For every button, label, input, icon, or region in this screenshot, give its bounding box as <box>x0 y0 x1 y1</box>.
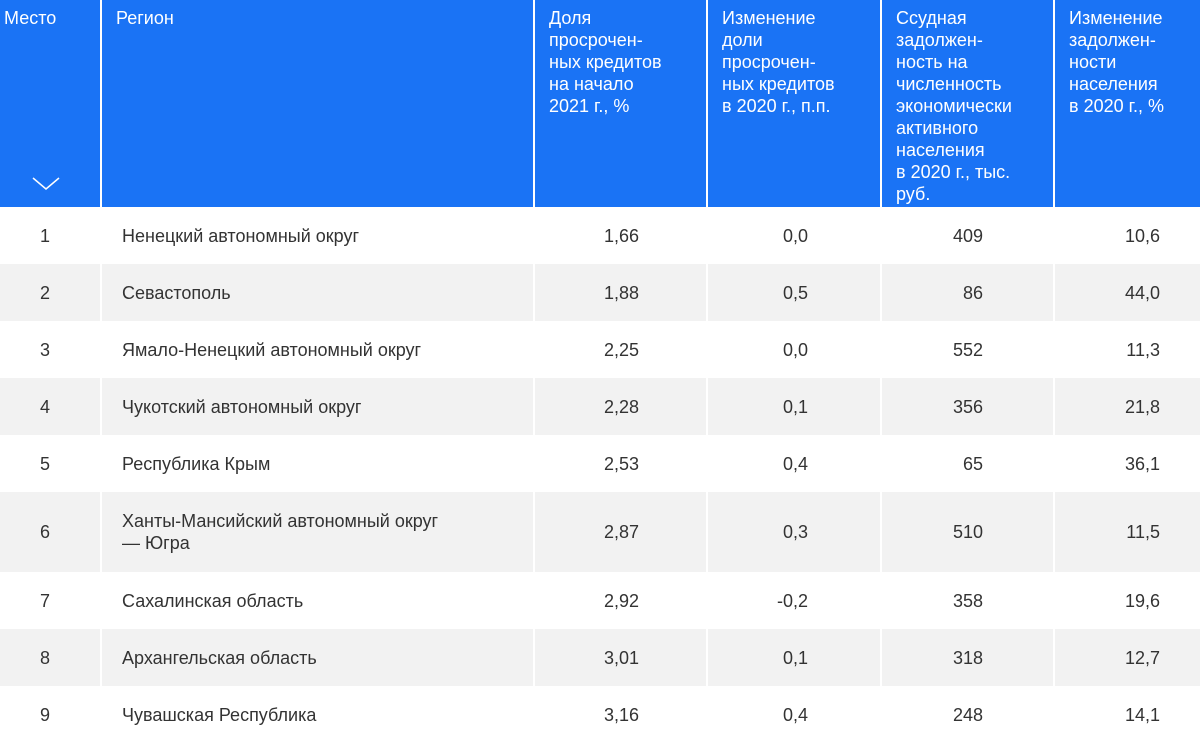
header-overdue-share[interactable]: Доля просрочен-ных кредитов на начало 2021 … <box>534 0 708 207</box>
cell-debt-change: 21,8 <box>1054 378 1200 435</box>
cell-debt-change: 14,1 <box>1124 704 1160 725</box>
header-rank[interactable]: Место <box>0 0 102 207</box>
cell-overdue-change: 0,4 <box>707 686 882 739</box>
header-region[interactable]: Регион <box>101 0 535 207</box>
table-body: 1 Ненецкий автономный округ 1,66 0,0 409 10,6… <box>0 207 1200 739</box>
cell-rank: 3 <box>0 321 102 378</box>
cell-overdue-share: 2,25 <box>534 321 708 378</box>
cell-overdue-change: 0,4 <box>707 435 882 492</box>
cell-rank: 7 <box>0 572 102 629</box>
header-debt-change[interactable]: Изменение задолжен-ности населения в 2020 г… <box>1054 0 1200 207</box>
cell-rank: 6 <box>0 492 102 572</box>
chevron-down-icon[interactable] <box>32 177 60 191</box>
cell-debt-change: 44,0 <box>1054 264 1200 321</box>
cell-debt-per-capita: 409 <box>881 207 1055 264</box>
cell-debt-change: 12,7 <box>1054 629 1200 686</box>
cell-rank: 2 <box>0 264 102 321</box>
cell-debt-per-capita: 358 <box>881 572 1055 629</box>
cell-overdue-share: 2,53 <box>534 435 708 492</box>
cell-region: Ненецкий автономный округ <box>101 207 535 264</box>
cell-region: Ямало-Ненецкий автономный округ <box>101 321 535 378</box>
table-row: 9 Чувашская Республика 3,16 0,4 248 14,1 <box>0 686 1200 739</box>
cell-overdue-share: 2,92 <box>534 572 708 629</box>
cell-overdue-change: 0,0 <box>707 207 882 264</box>
table-row: 2 Севастополь 1,88 0,5 86 44,0 <box>0 264 1200 321</box>
cell-debt-change: 11,5 <box>1054 492 1200 572</box>
cell-overdue-share: 3,16 <box>534 686 708 739</box>
cell-region: Севастополь <box>101 264 535 321</box>
cell-debt-per-capita: 510 <box>881 492 1055 572</box>
cell-overdue-share: 1,66 <box>534 207 708 264</box>
table-row: 6 Ханты-Мансийский автономный округ — Югра… <box>0 492 1200 572</box>
header-overdue-change[interactable]: Изменение доли просрочен-ных кредитов в 202… <box>707 0 882 207</box>
cell-debt-per-capita: 552 <box>881 321 1055 378</box>
cell-region: Архангельская область <box>101 629 535 686</box>
table-header: Место Регион Доля просрочен-ных кредитов на … <box>0 0 1200 207</box>
cell-region: Ханты-Мансийский автономный округ — Югра <box>101 492 535 572</box>
cell-debt-change: 10,6 <box>1124 225 1160 246</box>
cell-overdue-share: 2,28 <box>534 378 708 435</box>
table-row: 1 Ненецкий автономный округ 1,66 0,0 409 10,6 <box>0 207 1200 264</box>
cell-debt-per-capita: 318 <box>881 629 1055 686</box>
table-row: 3 Ямало-Ненецкий автономный округ 2,25 0,0 5… <box>0 321 1200 378</box>
cell-debt-per-capita: 356 <box>881 378 1055 435</box>
cell-region: Республика Крым <box>101 435 535 492</box>
cell-rank: 4 <box>0 378 102 435</box>
cell-overdue-change: 0,3 <box>707 492 882 572</box>
table-row: 4 Чукотский автономный округ 2,28 0,1 356 21,… <box>0 378 1200 435</box>
cell-overdue-share: 2,87 <box>534 492 708 572</box>
cell-debt-change: 36,1 <box>1124 453 1160 474</box>
cell-region: Чукотский автономный округ <box>101 378 535 435</box>
cell-overdue-change: 0,0 <box>707 321 882 378</box>
table-row: 7 Сахалинская область 2,92 -0,2 358 19,6 <box>0 572 1200 629</box>
cell-overdue-change: -0,2 <box>707 572 882 629</box>
cell-rank: 8 <box>0 629 102 686</box>
cell-overdue-share: 3,01 <box>534 629 708 686</box>
table-row: 8 Архангельская область 3,01 0,1 318 12,7 <box>0 629 1200 686</box>
cell-debt-change: 11,3 <box>1126 339 1160 360</box>
table-row: 5 Республика Крым 2,53 0,4 65 36,1 <box>0 435 1200 492</box>
cell-debt-per-capita: 65 <box>881 435 1055 492</box>
cell-region: Сахалинская область <box>101 572 535 629</box>
cell-region: Чувашская Республика <box>101 686 535 739</box>
table-header-row: Место Регион Доля просрочен-ных кредитов на … <box>0 0 1200 207</box>
cell-overdue-change: 0,1 <box>707 629 882 686</box>
cell-debt-per-capita: 86 <box>881 264 1055 321</box>
cell-rank: 5 <box>0 435 102 492</box>
cell-debt-per-capita: 248 <box>881 686 1055 739</box>
cell-rank: 1 <box>0 207 102 264</box>
cell-overdue-change: 0,5 <box>707 264 882 321</box>
cell-overdue-change: 0,1 <box>707 378 882 435</box>
cell-rank: 9 <box>0 686 102 739</box>
cell-overdue-share: 1,88 <box>534 264 708 321</box>
cell-debt-change: 19,6 <box>1124 590 1160 611</box>
header-debt-per-capita[interactable]: Ссудная задолжен-ность на численность эконо… <box>881 0 1055 207</box>
